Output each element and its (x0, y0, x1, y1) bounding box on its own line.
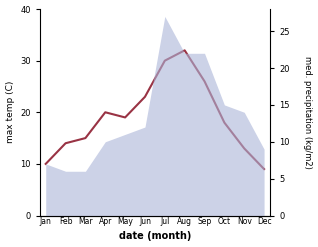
Y-axis label: med. precipitation (kg/m2): med. precipitation (kg/m2) (303, 56, 313, 169)
Y-axis label: max temp (C): max temp (C) (5, 81, 15, 144)
X-axis label: date (month): date (month) (119, 231, 191, 242)
